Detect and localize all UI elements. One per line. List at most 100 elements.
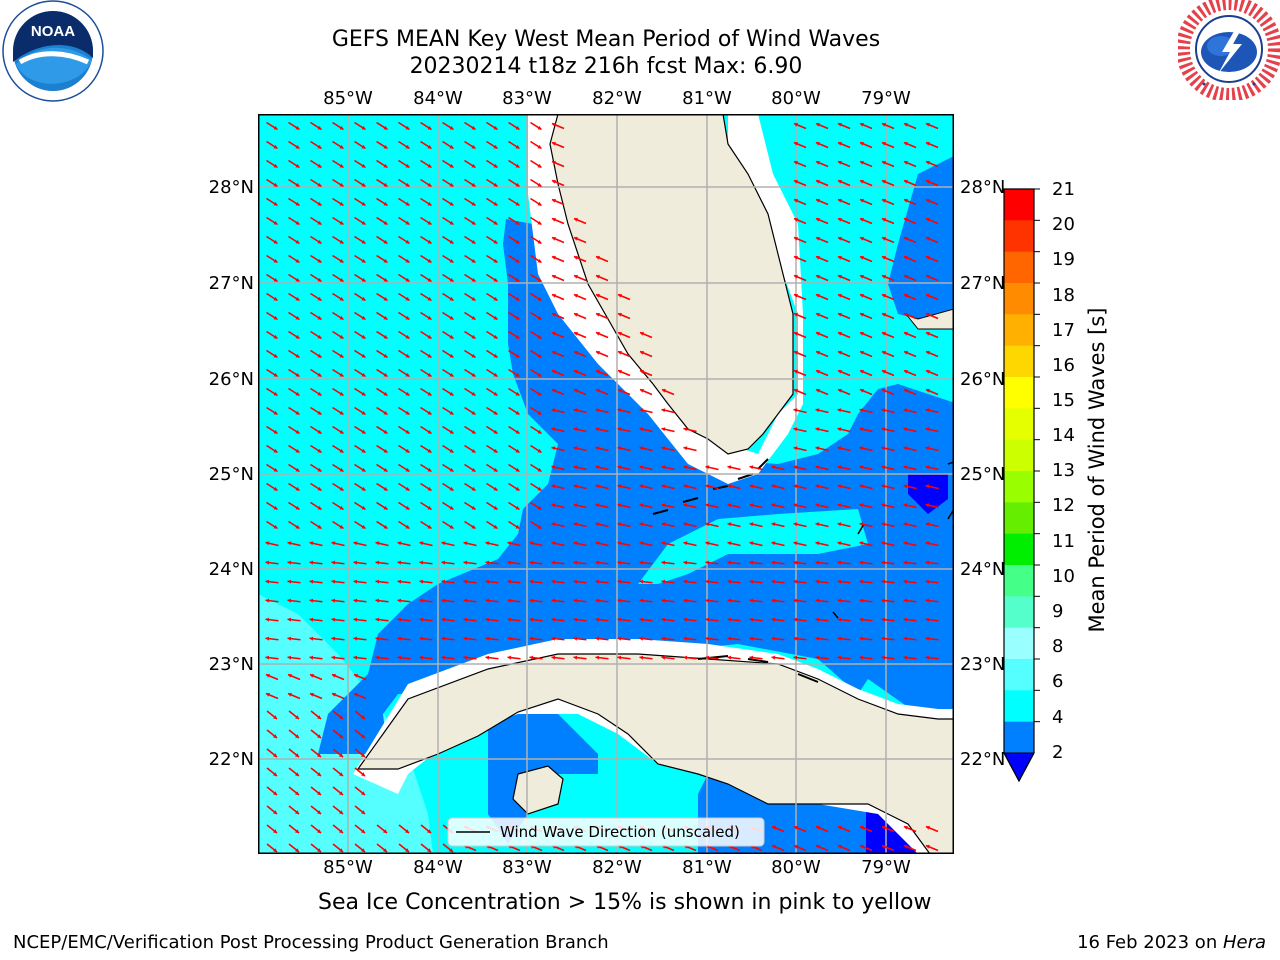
wind-arrow-head bbox=[794, 388, 798, 393]
colorbar-segment bbox=[1004, 502, 1034, 535]
wind-arrow-head bbox=[551, 598, 556, 603]
map-border bbox=[258, 114, 954, 854]
wind-arrow-head bbox=[860, 825, 864, 830]
wind-arrow-head bbox=[860, 369, 864, 374]
wind-arrow-head bbox=[838, 198, 842, 203]
wind-arrow-head bbox=[383, 848, 387, 852]
wind-arrow-head bbox=[339, 810, 343, 814]
wind-arrow-head bbox=[273, 315, 278, 320]
wind-arrow-head bbox=[273, 810, 277, 814]
wind-arrow-head bbox=[815, 541, 820, 546]
wind-arrow-head bbox=[287, 655, 292, 660]
wind-arrow-head bbox=[838, 312, 842, 317]
wind-arrow-head bbox=[317, 239, 322, 244]
wind-arrow-head bbox=[903, 655, 908, 660]
wind-arrow-head bbox=[317, 258, 322, 263]
wind-arrow-head bbox=[859, 503, 864, 508]
wind-arrow-head bbox=[295, 372, 300, 377]
wind-arrow-head bbox=[419, 541, 424, 546]
wind-arrow-head bbox=[339, 163, 344, 168]
colorbar-segment bbox=[1004, 251, 1034, 284]
wind-arrow-head bbox=[353, 598, 358, 603]
wind-arrow-head bbox=[661, 617, 666, 622]
wind-arrow-head bbox=[838, 217, 842, 222]
lon-tick-bottom: 84°W bbox=[413, 857, 463, 878]
wind-arrow-head bbox=[596, 274, 600, 279]
wind-arrow-head bbox=[639, 598, 644, 603]
wind-arrow-head bbox=[317, 353, 322, 358]
wind-arrow-head bbox=[794, 255, 798, 260]
sea-blue-region-ne bbox=[888, 156, 954, 328]
wind-arrow-head bbox=[515, 296, 520, 301]
wind-arrow-head bbox=[273, 410, 278, 415]
wind-arrow-head bbox=[537, 410, 542, 415]
wind-arrow-head bbox=[903, 446, 908, 451]
wind-arrow-head bbox=[353, 636, 358, 641]
wind-arrow-head bbox=[485, 541, 490, 546]
wind-arrow-head bbox=[661, 655, 666, 660]
colorbar-tick: 18 bbox=[1052, 285, 1075, 306]
wind-arrow-head bbox=[793, 465, 798, 470]
wind-arrow-head bbox=[749, 598, 754, 603]
wind-arrow-head bbox=[926, 350, 930, 355]
wind-arrow-head bbox=[838, 255, 842, 260]
wind-arrow-head bbox=[405, 144, 410, 149]
wind-arrow-head bbox=[449, 125, 454, 130]
map-canvas: Wind Wave Direction (unscaled) bbox=[258, 114, 954, 854]
wind-arrow-head bbox=[515, 144, 520, 149]
wind-arrow-head bbox=[793, 427, 798, 432]
wind-arrow-head bbox=[397, 560, 402, 565]
wind-arrow-head bbox=[515, 391, 520, 396]
wind-arrow-head bbox=[661, 636, 666, 641]
wind-arrow-head bbox=[383, 315, 388, 320]
wind-arrow-head bbox=[295, 448, 300, 453]
wind-arrow-head bbox=[815, 560, 820, 565]
wind-arrow-head bbox=[273, 391, 278, 396]
wind-arrow-head bbox=[903, 579, 908, 584]
wind-arrow-head bbox=[595, 427, 600, 432]
wind-arrow-head bbox=[471, 220, 476, 225]
wind-arrow-head bbox=[661, 465, 666, 470]
wind-arrow-head bbox=[904, 844, 908, 849]
wind-arrow-head bbox=[618, 350, 622, 355]
wind-arrow-head bbox=[339, 829, 343, 833]
wind-arrow-head bbox=[640, 350, 644, 355]
wind-arrow-head bbox=[881, 560, 886, 565]
wind-arrow-head bbox=[427, 258, 432, 263]
wind-arrow-head bbox=[427, 524, 432, 529]
wind-arrow-head bbox=[816, 844, 820, 849]
wind-arrow-head bbox=[860, 312, 864, 317]
wind-arrow-head bbox=[515, 410, 520, 415]
wind-arrow-head bbox=[537, 201, 542, 206]
wind-arrow-head bbox=[427, 220, 432, 225]
wind-arrow-head bbox=[265, 617, 270, 622]
wind-arrow-head bbox=[749, 465, 754, 470]
wind-arrow-head bbox=[339, 429, 344, 434]
colorbar-segment bbox=[1004, 220, 1034, 253]
wind-arrow-head bbox=[463, 579, 468, 584]
wind-arrow-head bbox=[903, 465, 908, 470]
wind-arrow-head bbox=[837, 617, 842, 622]
wind-arrow-head bbox=[507, 617, 512, 622]
wind-arrow-head bbox=[449, 429, 454, 434]
wind-arrow-head bbox=[551, 560, 556, 565]
wind-arrow-head bbox=[317, 524, 322, 529]
wind-arrow-head bbox=[881, 465, 886, 470]
wind-arrow-head bbox=[471, 524, 476, 529]
wind-arrow-head bbox=[552, 350, 556, 355]
colorbar-tick: 21 bbox=[1052, 179, 1075, 200]
wind-arrow-head bbox=[727, 598, 732, 603]
wind-arrow-head bbox=[339, 296, 344, 301]
wind-arrow-head bbox=[771, 560, 776, 565]
colorbar-tick: 2 bbox=[1052, 742, 1064, 763]
wind-arrow-head bbox=[493, 353, 498, 358]
wind-arrow-head bbox=[551, 636, 556, 641]
wind-arrow-head bbox=[449, 505, 454, 510]
wind-arrow-head bbox=[816, 293, 820, 298]
wind-arrow-head bbox=[515, 334, 520, 339]
wind-arrow-head bbox=[309, 598, 314, 603]
wind-arrow-head bbox=[574, 331, 578, 336]
wind-arrow-head bbox=[361, 353, 366, 358]
wind-arrow-head bbox=[793, 560, 798, 565]
wind-arrow-head bbox=[881, 503, 886, 508]
